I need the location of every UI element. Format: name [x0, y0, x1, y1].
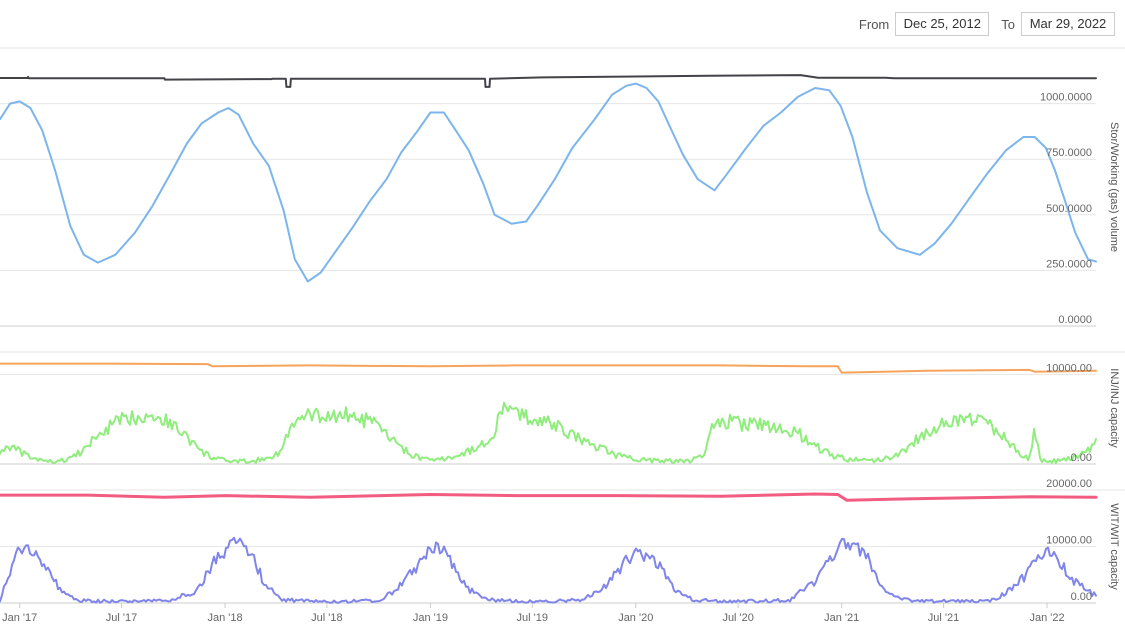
y-tick-label: 500.0000 [1046, 203, 1092, 215]
x-tick-label: Jul '20 [722, 612, 753, 624]
y-tick-label: 250.0000 [1046, 258, 1092, 270]
x-tick-label: Jan '18 [207, 612, 242, 624]
y-tick-label: 0.00 [1071, 452, 1092, 464]
x-tick-label: Jul '18 [311, 612, 342, 624]
x-tick-label: Jan '19 [413, 612, 448, 624]
from-date-input[interactable]: Dec 25, 2012 [895, 12, 990, 36]
panel-3-y-axis-title: WIT/WIT capacity [1108, 503, 1120, 590]
panel-1-series-1-line [0, 74, 1097, 88]
panel-1-y-axis-title: Stor/Working (gas) volume [1108, 122, 1120, 252]
y-tick-label: 20000.00 [1046, 478, 1092, 490]
x-tick-label: Jul '19 [517, 612, 548, 624]
grid-layer [0, 47, 1125, 608]
panel-3-series-1-line [0, 492, 1098, 502]
series-layer [0, 74, 1098, 604]
x-tick-label: Jan '21 [824, 612, 859, 624]
date-range-selector: From Dec 25, 2012 To Mar 29, 2022 [853, 12, 1115, 36]
panel-1-series-2-line [0, 82, 1097, 283]
label-layer: 0.0000 250.0000 500.0000 750.0000 1000.0000 S… [2, 92, 1120, 624]
panel-2-y-axis-title: INJ/INJ capacity [1108, 368, 1120, 448]
from-label: From [858, 16, 890, 32]
y-tick-label: 0.00 [1071, 591, 1092, 603]
panel-3-series-2-line [0, 536, 1097, 604]
x-tick-label: Jul '17 [106, 612, 137, 624]
y-tick-label: 1000.0000 [1040, 92, 1092, 104]
y-tick-label: 750.0000 [1046, 147, 1092, 159]
y-tick-label: 10000.00 [1046, 535, 1092, 547]
x-tick-label: Jan '22 [1029, 612, 1064, 624]
y-tick-label: 0.0000 [1058, 314, 1092, 326]
panel-2-series-1-line [0, 362, 1097, 374]
to-date-input[interactable]: Mar 29, 2022 [1021, 12, 1115, 36]
x-tick-label: Jan '20 [618, 612, 653, 624]
x-tick-label: Jan '17 [2, 612, 37, 624]
y-tick-label: 10000.00 [1046, 362, 1092, 374]
panel-2-series-2-line [0, 401, 1097, 465]
to-label: To [1001, 16, 1015, 32]
x-tick-label: Jul '21 [928, 612, 959, 624]
